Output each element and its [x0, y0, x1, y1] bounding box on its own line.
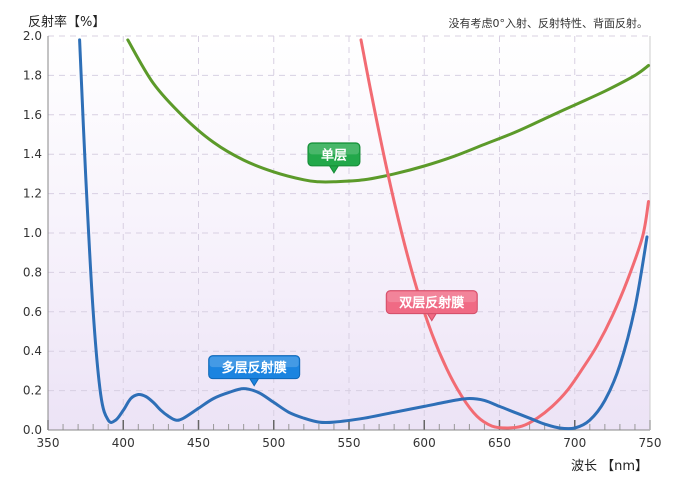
- y-axis-title: 反射率【%】: [28, 14, 105, 30]
- chart-note: 没有考虑0°入射、反射特性、背面反射。: [449, 16, 649, 30]
- series-label-box: [307, 142, 361, 167]
- x-tick-label: 700: [563, 436, 586, 450]
- y-tick-label: 2.0: [23, 29, 42, 43]
- series-label-text: 单层: [321, 147, 347, 163]
- x-tick-label: 350: [37, 436, 60, 450]
- series-label-multi-layer: 多层反射膜: [208, 355, 301, 387]
- y-tick-label: 0.4: [23, 344, 42, 358]
- y-tick-label: 0.0: [23, 423, 42, 437]
- y-tick-label: 1.2: [23, 187, 42, 201]
- y-tick-label: 0.8: [23, 265, 42, 279]
- series-label-text: 双层反射膜: [399, 295, 464, 311]
- series-label-text: 多层反射膜: [222, 360, 287, 376]
- y-tick-label: 0.6: [23, 305, 42, 319]
- series-line-multi-layer: [78, 38, 649, 431]
- x-axis-title: 波长 【nm】: [571, 459, 648, 474]
- series-label-double-layer: 双层反射膜: [385, 290, 478, 322]
- x-tick-label: 450: [187, 436, 210, 450]
- series-label-box: [208, 355, 301, 380]
- series-label-gloss: [387, 291, 477, 303]
- series-label-gloss: [308, 143, 359, 155]
- series-label-box: [385, 290, 478, 315]
- y-tick-label: 1.0: [23, 226, 42, 240]
- y-tick-label: 1.8: [23, 68, 42, 82]
- x-tick-label: 600: [413, 436, 436, 450]
- x-tick-label: 750: [639, 436, 662, 450]
- y-tick-label: 1.6: [23, 108, 42, 122]
- y-tick-label: 1.4: [23, 147, 42, 161]
- series-line-single-layer: [126, 38, 650, 184]
- series-label-single-layer: 单层: [307, 142, 361, 174]
- axes: 0.0 0.2 0.4 0.6 0.8 1.0 1.2 1.4 1.6 1.8 2.0 350 400 4…: [23, 29, 662, 450]
- series-lines: [78, 38, 650, 431]
- x-tick-label: 650: [488, 436, 511, 450]
- x-tick-label: 500: [262, 436, 285, 450]
- x-tick-label: 400: [112, 436, 135, 450]
- x-tick-label: 550: [338, 436, 361, 450]
- series-label-gloss: [209, 356, 299, 368]
- y-tick-label: 0.2: [23, 384, 42, 398]
- series-line-double-layer: [359, 38, 650, 430]
